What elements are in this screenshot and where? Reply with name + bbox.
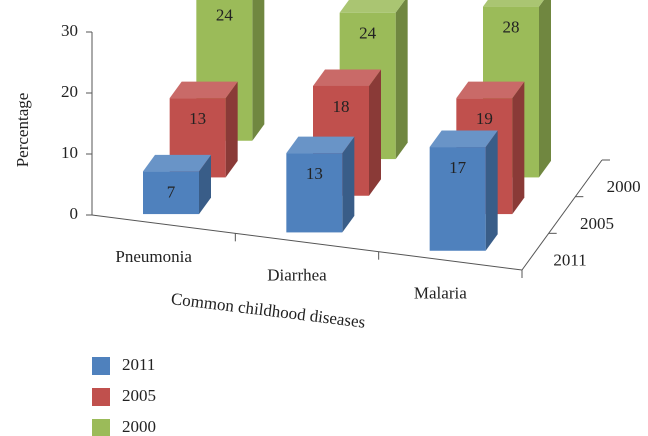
depth-label: 2011 xyxy=(553,251,586,270)
bar-top xyxy=(286,136,355,154)
bar-side xyxy=(512,81,525,215)
bar-top xyxy=(339,0,405,13)
bar-top xyxy=(169,81,238,99)
x-tick-label: Malaria xyxy=(414,284,467,303)
legend-label: 2005 xyxy=(122,386,156,405)
bar-top xyxy=(483,0,544,7)
value-label: 13 xyxy=(189,109,206,128)
bar-top xyxy=(313,69,381,86)
legend-swatch xyxy=(92,419,110,436)
x-tick-label: Diarrhea xyxy=(267,265,327,284)
bar-side xyxy=(395,0,408,160)
bar-top xyxy=(429,130,498,148)
legend-swatch xyxy=(92,388,110,406)
value-label: 13 xyxy=(306,164,323,183)
y-tick-label: 20 xyxy=(61,82,78,101)
depth-label: 2000 xyxy=(607,177,641,196)
bar-top xyxy=(456,81,525,99)
bar xyxy=(143,171,199,215)
bar-side xyxy=(342,136,355,233)
value-label: 24 xyxy=(359,24,377,43)
value-label: 17 xyxy=(449,158,467,177)
legend-label: 2000 xyxy=(122,417,156,436)
bar-side xyxy=(369,69,381,196)
value-label: 19 xyxy=(476,109,493,128)
x-tick-label: Pneumonia xyxy=(115,247,192,266)
y-tick-label: 0 xyxy=(70,204,79,223)
bar-side xyxy=(485,130,498,251)
depth-label: 2005 xyxy=(580,214,614,233)
x-axis-label: Common childhood diseases xyxy=(170,289,366,332)
x-axis xyxy=(91,214,523,271)
legend-swatch xyxy=(92,357,110,375)
bar-top xyxy=(143,154,211,172)
bar xyxy=(429,147,486,251)
y-tick-label: 10 xyxy=(61,143,78,162)
bar xyxy=(286,153,343,233)
bar-side xyxy=(225,81,238,178)
y-tick-label: 30 xyxy=(61,21,78,40)
y-axis-label: Percentage xyxy=(13,93,32,168)
bar-side xyxy=(539,0,551,178)
depth-axis xyxy=(521,159,603,271)
value-label: 18 xyxy=(333,97,350,116)
bar-side xyxy=(199,154,211,215)
legend-label: 2011 xyxy=(122,355,155,374)
value-label: 7 xyxy=(167,182,176,201)
value-label: 24 xyxy=(216,5,234,24)
value-label: 28 xyxy=(503,18,520,37)
bar-side xyxy=(252,0,265,141)
